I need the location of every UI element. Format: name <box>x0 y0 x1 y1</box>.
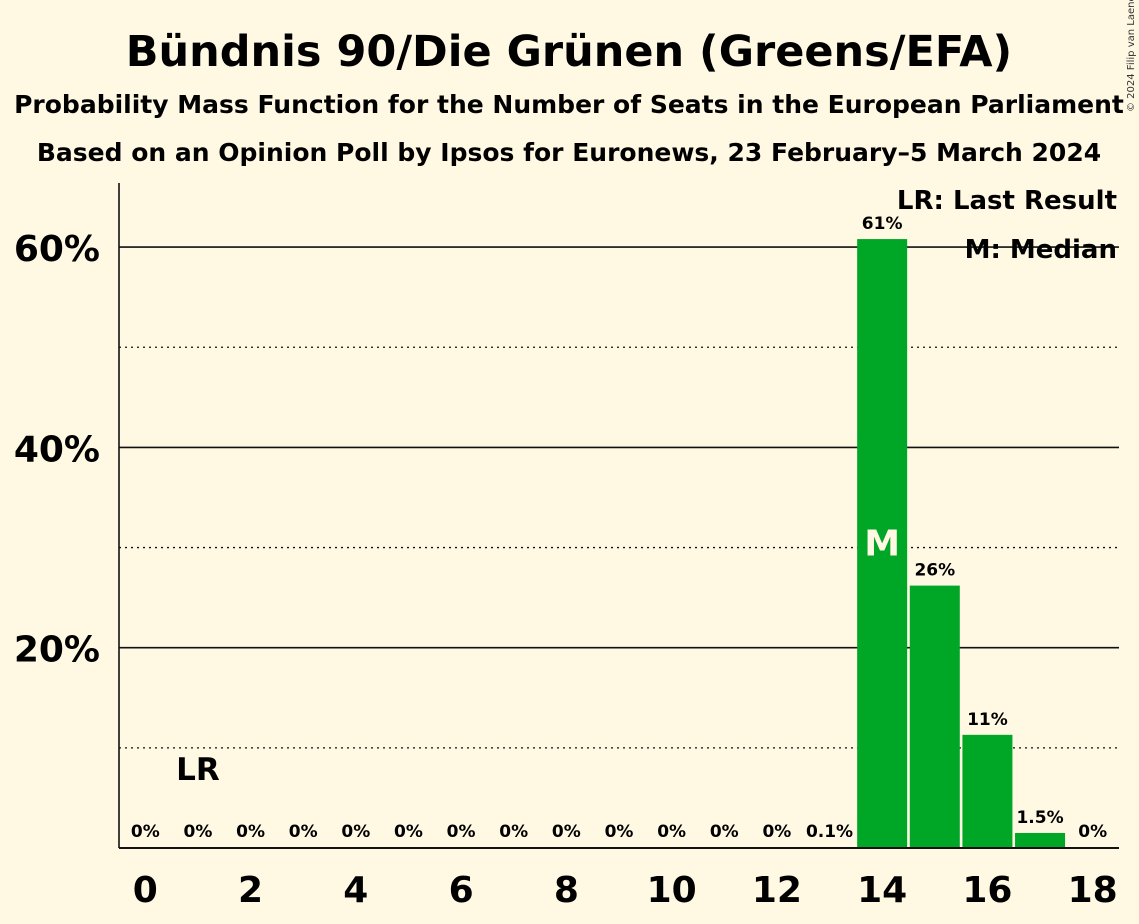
legend-entry: LR: Last Result <box>897 186 1117 216</box>
data-label: 0% <box>341 822 370 842</box>
data-label: 0% <box>657 822 686 842</box>
gridlines: 20% 40% 60% <box>14 229 1119 749</box>
data-label: 61% <box>862 214 903 234</box>
bar <box>857 239 908 848</box>
data-label: 0% <box>552 822 581 842</box>
y-tick-label: 20% <box>14 630 100 671</box>
bars <box>804 239 1066 848</box>
data-labels: 0% 0% 0% 0% 0% 0% 0% 0% 0% 0% 0% 0% 0% 0.1% 61% 26% 11% 1… <box>131 214 1107 842</box>
bar <box>909 585 960 848</box>
legend-entry: M: Median <box>965 235 1117 265</box>
y-tick-label: 60% <box>14 229 100 270</box>
data-label: 11% <box>967 710 1008 730</box>
axes: 0 2 4 6 8 10 12 14 16 18 <box>118 183 1119 911</box>
chart-title: Bündnis 90/Die Grünen (Greens/EFA) <box>126 27 1012 77</box>
data-label: 0% <box>605 822 634 842</box>
data-label: 0% <box>710 822 739 842</box>
data-label: 0% <box>236 822 265 842</box>
data-label: 0% <box>447 822 476 842</box>
x-tick-label: 16 <box>962 870 1012 911</box>
copyright-text: © 2024 Filip van Laenen <box>1126 0 1137 112</box>
bar <box>1015 832 1066 848</box>
data-label: 26% <box>914 561 955 581</box>
data-label: 1.5% <box>1016 808 1063 828</box>
data-label: 0% <box>184 822 213 842</box>
x-tick-label: 2 <box>238 870 263 911</box>
x-tick-label: 4 <box>343 870 368 911</box>
legend: LR: Last Result M: Median <box>897 186 1117 265</box>
data-label: 0% <box>762 822 791 842</box>
data-label: 0% <box>1078 822 1107 842</box>
x-tick-label: 0 <box>133 870 158 911</box>
x-tick-label: 14 <box>857 870 907 911</box>
data-label: 0% <box>499 822 528 842</box>
median-marker: M <box>864 524 900 565</box>
last-result-marker: LR <box>176 752 220 788</box>
chart-subtitle: Probability Mass Function for the Number… <box>14 90 1124 119</box>
x-tick-label: 18 <box>1068 870 1118 911</box>
chart-subtitle-source: Based on an Opinion Poll by Ipsos for Eu… <box>37 138 1101 167</box>
x-tick-label: 6 <box>449 870 474 911</box>
data-label: 0.1% <box>806 822 853 842</box>
x-tick-label: 12 <box>752 870 802 911</box>
data-label: 0% <box>394 822 423 842</box>
x-tick-label: 8 <box>554 870 579 911</box>
x-tick-label: 10 <box>647 870 697 911</box>
data-label: 0% <box>131 822 160 842</box>
y-tick-label: 40% <box>14 429 100 470</box>
bar <box>962 734 1013 848</box>
data-label: 0% <box>289 822 318 842</box>
